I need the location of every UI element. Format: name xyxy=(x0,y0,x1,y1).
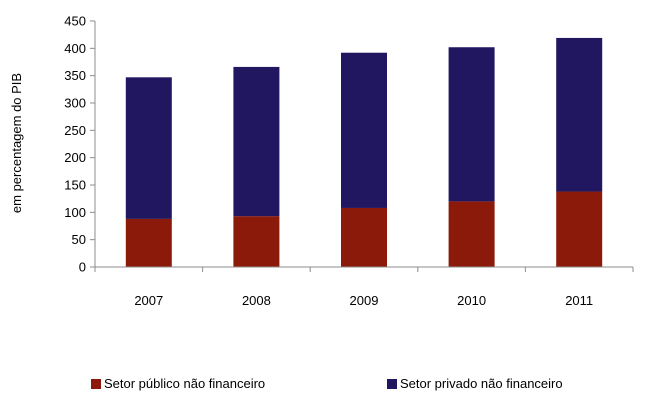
bar-public-2011 xyxy=(556,191,603,267)
bar-private-2011 xyxy=(556,37,603,192)
y-tick-label: 450 xyxy=(64,14,86,29)
bar-private-2009 xyxy=(341,52,387,208)
bar-private-2008 xyxy=(233,66,280,217)
y-tick-label: 200 xyxy=(64,150,86,165)
bar-public-2009 xyxy=(341,207,387,267)
x-tick-label: 2008 xyxy=(242,293,271,308)
x-tick-label: 2011 xyxy=(565,293,593,308)
legend-label-public-sector: Setor público não financeiro xyxy=(104,376,266,391)
y-tick-label: 100 xyxy=(64,205,86,220)
x-tick-label: 2010 xyxy=(457,293,486,308)
bar-public-2010 xyxy=(448,201,495,267)
legend-swatch-private-sector xyxy=(387,378,397,389)
x-tick-label: 2007 xyxy=(134,293,163,308)
legend-label-private-sector: Setor privado não financeiro xyxy=(400,376,563,391)
bar-public-2007 xyxy=(125,218,172,267)
legend-swatch-public-sector xyxy=(91,378,101,389)
x-tick-label: 2009 xyxy=(350,293,379,308)
y-tick-label: 250 xyxy=(64,123,86,138)
bar-private-2010 xyxy=(448,47,495,202)
x-axis-ticks: 2007 2008 2009 2010 2011 xyxy=(94,267,634,308)
y-axis-ticks: 0 50 100 150 200 250 300 350 400 450 xyxy=(64,14,95,275)
legend-item-private-sector: Setor privado não financeiro xyxy=(387,376,563,391)
y-tick-label: 50 xyxy=(72,232,86,247)
y-tick-label: 150 xyxy=(64,178,86,193)
y-axis-title: em percentagem do PIB xyxy=(9,73,24,213)
bars-group xyxy=(125,37,603,267)
legend-item-public-sector: Setor público não financeiro xyxy=(91,376,265,391)
y-tick-label: 350 xyxy=(64,68,86,83)
legend: Setor público não financeiro Setor priva… xyxy=(0,376,656,396)
y-tick-label: 300 xyxy=(64,96,86,111)
y-tick-label: 0 xyxy=(79,260,86,275)
bar-private-2007 xyxy=(125,77,172,219)
y-tick-label: 400 xyxy=(64,41,86,56)
bar-public-2008 xyxy=(233,216,280,267)
